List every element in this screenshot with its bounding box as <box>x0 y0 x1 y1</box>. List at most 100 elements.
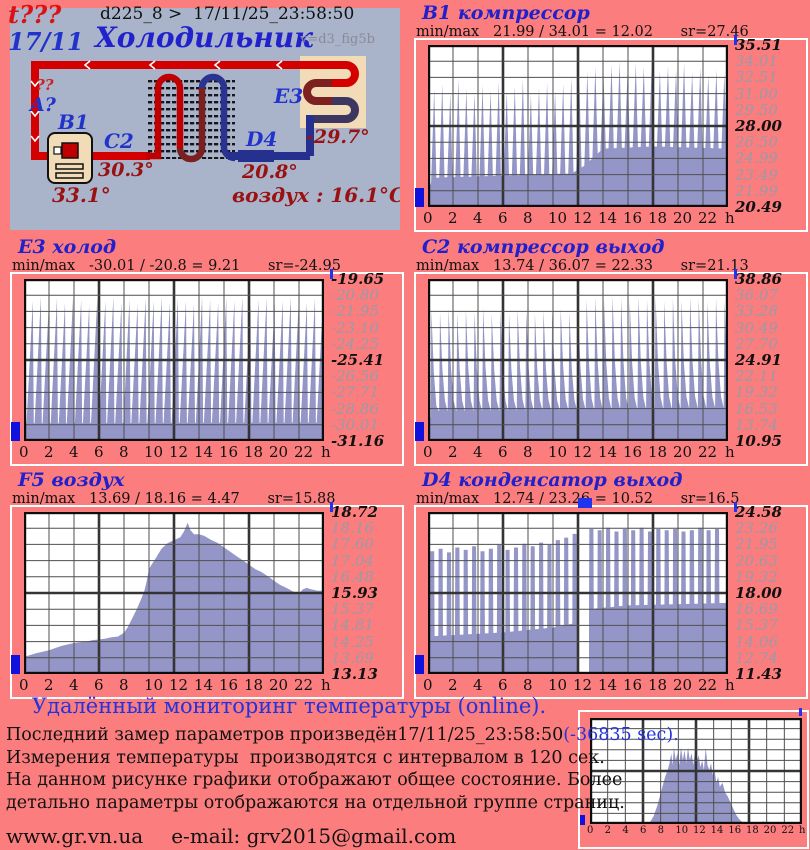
x-tick-label: 14 <box>194 443 214 461</box>
x-tick-label: 12 <box>693 825 706 836</box>
x-tick-label: 22 <box>294 676 314 694</box>
x-tick-label: 14 <box>710 825 724 836</box>
y-tick-label: 20.49 <box>735 198 782 216</box>
x-tick-label: 4 <box>473 443 483 461</box>
x-tick-label: 22 <box>698 676 718 694</box>
x-tick-label: 6 <box>640 825 647 836</box>
chart-frame <box>414 505 808 699</box>
overview-histogram-panel: 0 2 4 6 8 10 12 14 16 18 20 22 h <box>578 708 809 849</box>
footer: Удалённый мониторинг температуры (online… <box>6 694 679 848</box>
y-tick-label: -20.80 <box>331 286 380 305</box>
x-tick-label: 22 <box>781 825 795 836</box>
y-tick-label: -28.86 <box>331 399 380 418</box>
e3-temp: -29.7° <box>306 126 370 148</box>
y-tick-label: 15.93 <box>331 584 378 602</box>
evap-coil-3 <box>310 97 359 123</box>
compressor-port <box>53 146 62 155</box>
x-tick-label: 8 <box>119 676 129 694</box>
x-tick-label: 2 <box>44 676 54 694</box>
y-tick-label: 23.26 <box>735 519 778 538</box>
e3-label: E3 <box>273 84 303 108</box>
y-tick-label: 23.49 <box>735 165 778 184</box>
seconds-ago: (-36835 sec). <box>563 725 679 745</box>
y-tick-label: 22.11 <box>735 367 778 386</box>
plot-area <box>428 512 728 674</box>
b1-temp: 33.1° <box>52 183 111 207</box>
origin-marker <box>415 188 424 207</box>
d4-temp: 20.8° <box>241 161 298 183</box>
x-tick-label: 0 <box>423 443 433 461</box>
x-tick-label: 12 <box>573 676 593 694</box>
x-tick-label: 20 <box>763 825 777 836</box>
x-tick-label: h <box>725 676 735 694</box>
plot-area <box>24 279 324 441</box>
y-tick-label: 21.95 <box>735 535 778 554</box>
x-tick-label: 18 <box>648 443 668 461</box>
b1-label: B1 <box>57 110 89 134</box>
y-tick-label: -19.65 <box>331 270 385 288</box>
chart-panel-d4: D4 конденсатор выход min/max 12.74 / 23.… <box>408 469 810 701</box>
x-tick-label: 22 <box>294 443 314 461</box>
y-tick-label: 14.25 <box>331 632 374 651</box>
plot-area <box>428 279 728 441</box>
x-tick-label: 12 <box>573 443 593 461</box>
y-tick-label: 15.37 <box>735 616 778 635</box>
chart-title: F5 воздух <box>18 469 125 491</box>
y-tick-label: 35.51 <box>735 36 782 54</box>
x-tick-label: 2 <box>448 209 458 227</box>
y-tick-label: 18.16 <box>331 519 374 538</box>
y-tick-label: 24.58 <box>735 503 782 521</box>
top-right-tick <box>734 269 737 279</box>
x-tick-label: 2 <box>44 443 54 461</box>
page-title: Холодильник <box>95 21 314 54</box>
x-tick-label: 4 <box>69 676 79 694</box>
device-timestamp: d225_8 > 17/11/25_23:58:50 <box>100 4 355 24</box>
x-tick-label: 20 <box>673 676 693 694</box>
y-tick-label: 32.51 <box>735 68 778 87</box>
chart-stats: min/max -30.01 / -20.8 = 9.21 sr=-24.95 <box>12 258 341 274</box>
c2-label: C2 <box>104 129 134 153</box>
chart-title: C2 компрессор выход <box>422 236 665 258</box>
y-tick-label: 13.74 <box>735 415 778 434</box>
x-tick-label: 0 <box>423 209 433 227</box>
flow-arrows <box>30 60 283 143</box>
y-tick-label: 20.63 <box>735 551 778 570</box>
last-measure-text: Последний замер параметров произведён <box>6 725 398 745</box>
y-tick-label: 18.72 <box>331 503 378 521</box>
y-tick-label: 18.00 <box>735 584 782 602</box>
contact-line: www.gr.vn.ua e-mail: grv2015@gmail.com <box>6 824 572 848</box>
y-tick-label: 34.01 <box>735 52 778 71</box>
x-tick-label: 20 <box>673 209 693 227</box>
question-red-label: ?? <box>36 76 54 94</box>
x-tick-label: 6 <box>498 676 508 694</box>
t-unknown-label: t??? <box>8 0 62 29</box>
x-tick-label: 12 <box>169 443 189 461</box>
y-tick-label: 33.28 <box>735 302 778 321</box>
refrigerator-diagram: ?? A? B1 C2 30.3° D4 20.8° E3 -29.7° 33.… <box>10 8 400 230</box>
evap-coil-2 <box>303 79 332 105</box>
x-tick-label: 14 <box>194 676 214 694</box>
chart-title: E3 холод <box>18 236 117 258</box>
y-tick-label: 12.74 <box>735 648 778 667</box>
x-tick-label: h <box>725 209 735 227</box>
y-tick-label: 16.69 <box>735 600 778 619</box>
x-tick-label: 18 <box>244 676 264 694</box>
chart-panel-b1: B1 компрессор min/max 21.99 / 34.01 = 12… <box>408 2 810 234</box>
compressor-valve <box>61 142 79 159</box>
x-tick-label: 2 <box>448 443 458 461</box>
x-tick-label: 16 <box>728 825 742 836</box>
x-tick-label: 6 <box>498 443 508 461</box>
chart-frame <box>10 505 404 699</box>
x-tick-label: 18 <box>648 209 668 227</box>
y-tick-label: 11.43 <box>735 665 782 683</box>
x-tick-label: 16 <box>623 443 643 461</box>
top-right-tick <box>734 35 737 45</box>
suction-pipe <box>31 61 302 160</box>
x-tick-label: 0 <box>423 676 433 694</box>
plot-area <box>24 512 324 674</box>
x-tick-label: 22 <box>698 443 718 461</box>
origin-marker <box>415 655 424 674</box>
x-tick-label: 16 <box>623 676 643 694</box>
y-tick-label: 31.00 <box>735 84 778 103</box>
origin-marker <box>415 422 424 441</box>
